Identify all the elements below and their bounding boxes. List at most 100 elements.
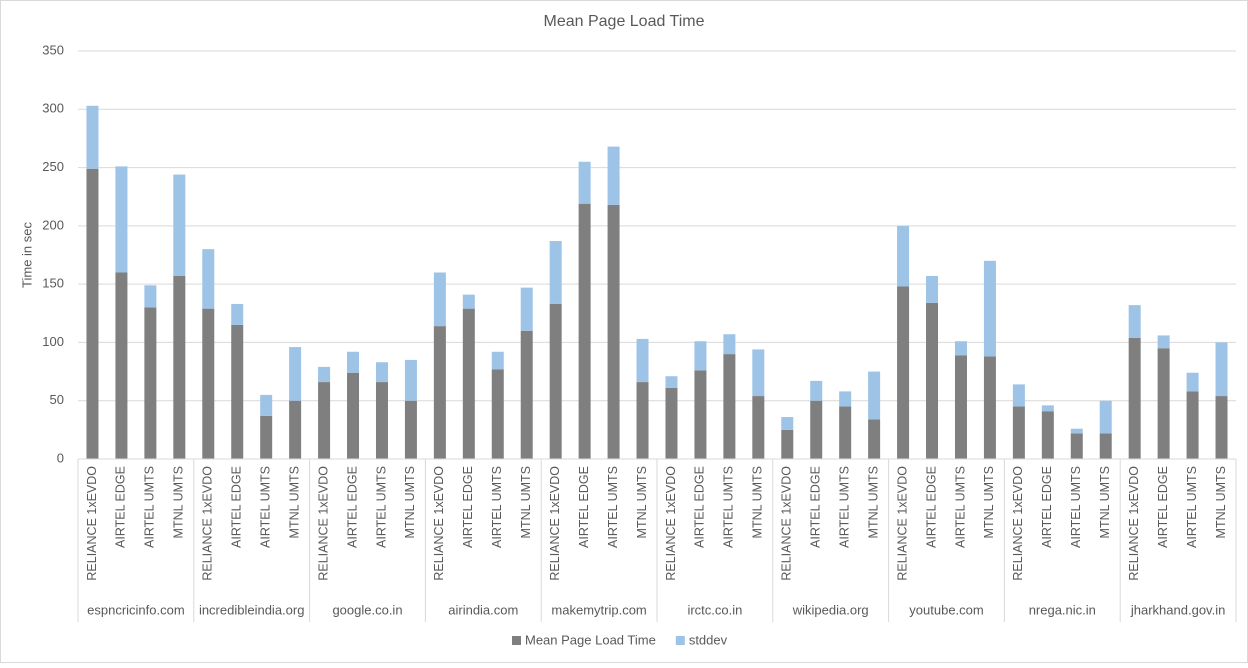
x-tick-label: MTNL UMTS bbox=[1098, 466, 1112, 538]
bar-segment bbox=[607, 204, 620, 459]
x-tick-label: MTNL UMTS bbox=[172, 466, 186, 538]
x-tick-label: AIRTEL EDGE bbox=[1156, 466, 1170, 548]
bar-segment bbox=[318, 382, 331, 459]
bar-segment bbox=[491, 369, 504, 459]
bar-segment bbox=[723, 354, 736, 459]
bar-segment bbox=[810, 400, 823, 459]
bar-segment bbox=[694, 370, 707, 459]
x-tick-label: AIRTEL EDGE bbox=[461, 466, 475, 548]
x-tick-label: AIRTEL UMTS bbox=[1069, 466, 1083, 548]
x-tick-label: MTNL UMTS bbox=[751, 466, 765, 538]
bar-segment bbox=[260, 415, 273, 459]
x-tick-label: AIRTEL UMTS bbox=[1185, 466, 1199, 548]
x-tick-label: MTNL UMTS bbox=[519, 466, 533, 538]
y-tick-label: 100 bbox=[42, 334, 64, 349]
bar-segment bbox=[347, 372, 360, 459]
bar-segment bbox=[665, 376, 678, 388]
x-tick-label: AIRTEL UMTS bbox=[953, 466, 967, 548]
group-label: youtube.com bbox=[909, 602, 983, 617]
bar-segment bbox=[173, 275, 186, 459]
bar-segment bbox=[1186, 372, 1199, 392]
bar-segment bbox=[1070, 433, 1083, 459]
x-tick-label: RELIANCE 1xEVDO bbox=[548, 466, 562, 581]
bar-segment bbox=[983, 260, 996, 357]
group-label: irctc.co.in bbox=[687, 602, 742, 617]
bar-segment bbox=[1041, 411, 1054, 459]
bar-segment bbox=[144, 285, 157, 308]
bar-segment bbox=[926, 275, 939, 303]
bar-segment bbox=[752, 349, 765, 397]
bar-segment bbox=[954, 341, 967, 356]
x-tick-label: RELIANCE 1xEVDO bbox=[201, 466, 215, 581]
x-tick-label: AIRTEL UMTS bbox=[490, 466, 504, 548]
bar-segment bbox=[491, 351, 504, 370]
x-tick-label: AIRTEL EDGE bbox=[1040, 466, 1054, 548]
x-tick-label: MTNL UMTS bbox=[982, 466, 996, 538]
bar-segment bbox=[578, 203, 591, 459]
legend-label: stddev bbox=[689, 632, 728, 647]
x-tick-label: AIRTEL UMTS bbox=[722, 466, 736, 548]
bar-segment bbox=[318, 366, 331, 383]
bar-segment bbox=[1157, 348, 1170, 459]
x-tick-label: MTNL UMTS bbox=[287, 466, 301, 538]
bar-segment bbox=[983, 356, 996, 459]
group-label: incredibleindia.org bbox=[199, 602, 305, 617]
bar-segment bbox=[1128, 337, 1141, 459]
bar-segment bbox=[1070, 428, 1083, 434]
x-tick-label: RELIANCE 1xEVDO bbox=[316, 466, 330, 581]
y-tick-label: 200 bbox=[42, 217, 64, 232]
x-tick-label: RELIANCE 1xEVDO bbox=[432, 466, 446, 581]
y-tick-label: 50 bbox=[50, 392, 64, 407]
bar-segment bbox=[549, 241, 562, 304]
x-tick-label: RELIANCE 1xEVDO bbox=[1127, 466, 1141, 581]
bar-segment bbox=[433, 272, 446, 327]
x-tick-label: AIRTEL UMTS bbox=[606, 466, 620, 548]
x-tick-label: RELIANCE 1xEVDO bbox=[895, 466, 909, 581]
bar-segment bbox=[404, 359, 417, 401]
group-label: makemytrip.com bbox=[551, 602, 646, 617]
x-tick-label: AIRTEL UMTS bbox=[837, 466, 851, 548]
bar-segment bbox=[926, 302, 939, 459]
bar-segment bbox=[289, 347, 302, 401]
bar-segment bbox=[1215, 396, 1228, 459]
group-label: google.co.in bbox=[332, 602, 402, 617]
bar-segment bbox=[1012, 384, 1025, 407]
bar-segment bbox=[144, 307, 157, 459]
x-tick-label: RELIANCE 1xEVDO bbox=[85, 466, 99, 581]
x-tick-label: AIRTEL UMTS bbox=[143, 466, 157, 548]
bar-segment bbox=[115, 166, 128, 273]
bar-segment bbox=[86, 105, 99, 169]
y-tick-label: 150 bbox=[42, 276, 64, 291]
x-tick-label: AIRTEL EDGE bbox=[577, 466, 591, 548]
bar-segment bbox=[231, 303, 244, 325]
legend-label: Mean Page Load Time bbox=[525, 632, 656, 647]
bar-segment bbox=[954, 355, 967, 459]
bar-segment bbox=[694, 341, 707, 371]
group-label: espncricinfo.com bbox=[87, 602, 185, 617]
bar-segment bbox=[1012, 406, 1025, 459]
x-tick-label: AIRTEL EDGE bbox=[693, 466, 707, 548]
bar-segment bbox=[86, 168, 99, 460]
x-tick-label: RELIANCE 1xEVDO bbox=[1011, 466, 1025, 581]
group-label: wikipedia.org bbox=[792, 602, 869, 617]
bar-segment bbox=[347, 351, 360, 373]
bar-segment bbox=[231, 324, 244, 459]
x-tick-label: AIRTEL EDGE bbox=[230, 466, 244, 548]
bar-segment bbox=[433, 326, 446, 459]
bar-segment bbox=[636, 338, 649, 383]
bar-segment bbox=[1041, 405, 1054, 412]
bar-segment bbox=[1157, 335, 1170, 349]
bar-segment bbox=[462, 308, 475, 459]
bar-segment bbox=[752, 396, 765, 459]
bar-segment bbox=[1186, 391, 1199, 459]
bar-segment bbox=[1215, 342, 1228, 397]
x-tick-label: AIRTEL UMTS bbox=[258, 466, 272, 548]
x-tick-label: MTNL UMTS bbox=[1214, 466, 1228, 538]
bar-segment bbox=[404, 400, 417, 459]
bar-segment bbox=[868, 371, 881, 420]
legend-swatch bbox=[512, 636, 521, 645]
bar-segment bbox=[115, 272, 128, 459]
bar-segment bbox=[868, 419, 881, 459]
x-tick-label: AIRTEL EDGE bbox=[114, 466, 128, 548]
